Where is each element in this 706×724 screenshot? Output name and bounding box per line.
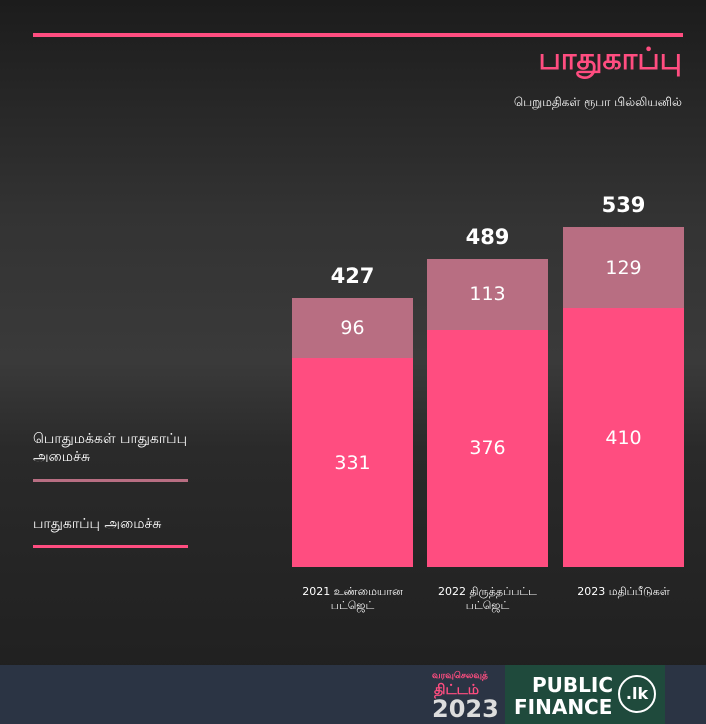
bar: 96 bbox=[292, 297, 413, 359]
title: பாதுகாப்பு bbox=[538, 42, 682, 77]
legend-label: பொதுமக்கள் பாதுகாப்பு அமைச்சு bbox=[33, 431, 188, 465]
logo-text: வரவுசெலவுத் bbox=[432, 671, 488, 681]
bar: 113 bbox=[427, 258, 548, 330]
bar: 410 bbox=[563, 308, 684, 567]
legend-label: பாதுகாப்பு அமைச்சு bbox=[33, 516, 162, 532]
value-label: 410 bbox=[605, 426, 642, 449]
category-label: 2023 மதிப்பீடுகள் bbox=[577, 585, 670, 598]
logo-text: FINANCE bbox=[514, 695, 613, 719]
value-label: 331 bbox=[334, 451, 371, 474]
legend-line bbox=[33, 479, 188, 482]
total-label: 539 bbox=[601, 193, 646, 217]
value-label: 129 bbox=[605, 256, 642, 279]
footer: வரவுசெலவுத் திட்டம் 2023 PUBLIC FINANCE … bbox=[0, 665, 706, 724]
bar: 331 bbox=[292, 358, 413, 567]
top-rule bbox=[33, 33, 683, 37]
bar: 129 bbox=[563, 227, 684, 309]
value-label: 376 bbox=[469, 437, 506, 460]
category-label: 2022 திருத்தப்பட்ட பட்ஜெட் bbox=[438, 585, 537, 612]
category-label: 2021 உண்மையான பட்ஜெட் bbox=[302, 585, 403, 612]
total-label: 489 bbox=[465, 224, 510, 249]
logo-text: திட்டம் bbox=[434, 682, 480, 698]
bar: 376 bbox=[427, 329, 548, 567]
subtitle: பெறுமதிகள் ரூபா பில்லியனில் bbox=[513, 95, 682, 109]
value-label: 113 bbox=[469, 283, 506, 306]
value-label: 96 bbox=[340, 316, 365, 339]
legend-line bbox=[33, 545, 188, 548]
logo-text: PUBLIC bbox=[532, 673, 614, 697]
total-label: 427 bbox=[330, 263, 375, 288]
logo-year: 2023 bbox=[432, 695, 499, 723]
logo-badge: .lk bbox=[618, 675, 656, 713]
